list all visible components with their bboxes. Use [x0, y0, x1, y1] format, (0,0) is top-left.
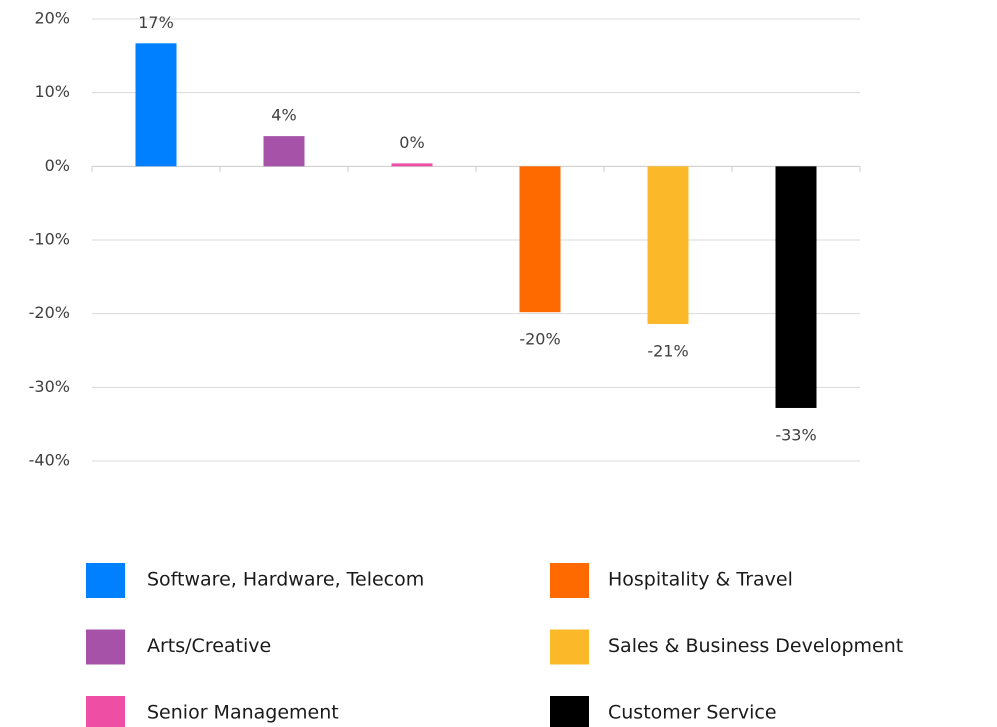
data-label: 17%	[138, 13, 174, 32]
data-label: -20%	[519, 330, 560, 349]
legend-label: Sales & Business Development	[608, 635, 903, 657]
data-label: 4%	[271, 106, 296, 125]
bar	[519, 166, 561, 313]
legend-label: Software, Hardware, Telecom	[147, 569, 424, 591]
bar	[135, 43, 177, 167]
data-label: 0%	[399, 133, 424, 152]
bar	[263, 136, 305, 167]
y-tick-label: -10%	[29, 230, 70, 249]
y-tick-label: 20%	[34, 9, 70, 28]
legend-label: Senior Management	[147, 702, 339, 724]
legend-label: Arts/Creative	[147, 635, 271, 657]
legend-swatch	[550, 696, 589, 727]
bar	[775, 166, 817, 408]
legend-swatch	[550, 629, 589, 665]
data-label: -33%	[775, 425, 816, 444]
legend-label: Hospitality & Travel	[608, 569, 793, 591]
legend-label: Customer Service	[608, 702, 777, 724]
y-tick-label: -40%	[29, 451, 70, 470]
y-tick-label: 10%	[34, 82, 70, 101]
bar	[391, 163, 433, 167]
legend-swatch	[550, 563, 589, 598]
y-tick-label: -20%	[29, 303, 70, 322]
legend-swatch	[86, 696, 125, 727]
data-label: -21%	[647, 341, 688, 360]
legend-swatch	[86, 629, 125, 665]
y-tick-label: -30%	[29, 377, 70, 396]
bar	[647, 166, 689, 324]
y-tick-label: 0%	[45, 156, 70, 175]
legend-swatch	[86, 563, 125, 598]
